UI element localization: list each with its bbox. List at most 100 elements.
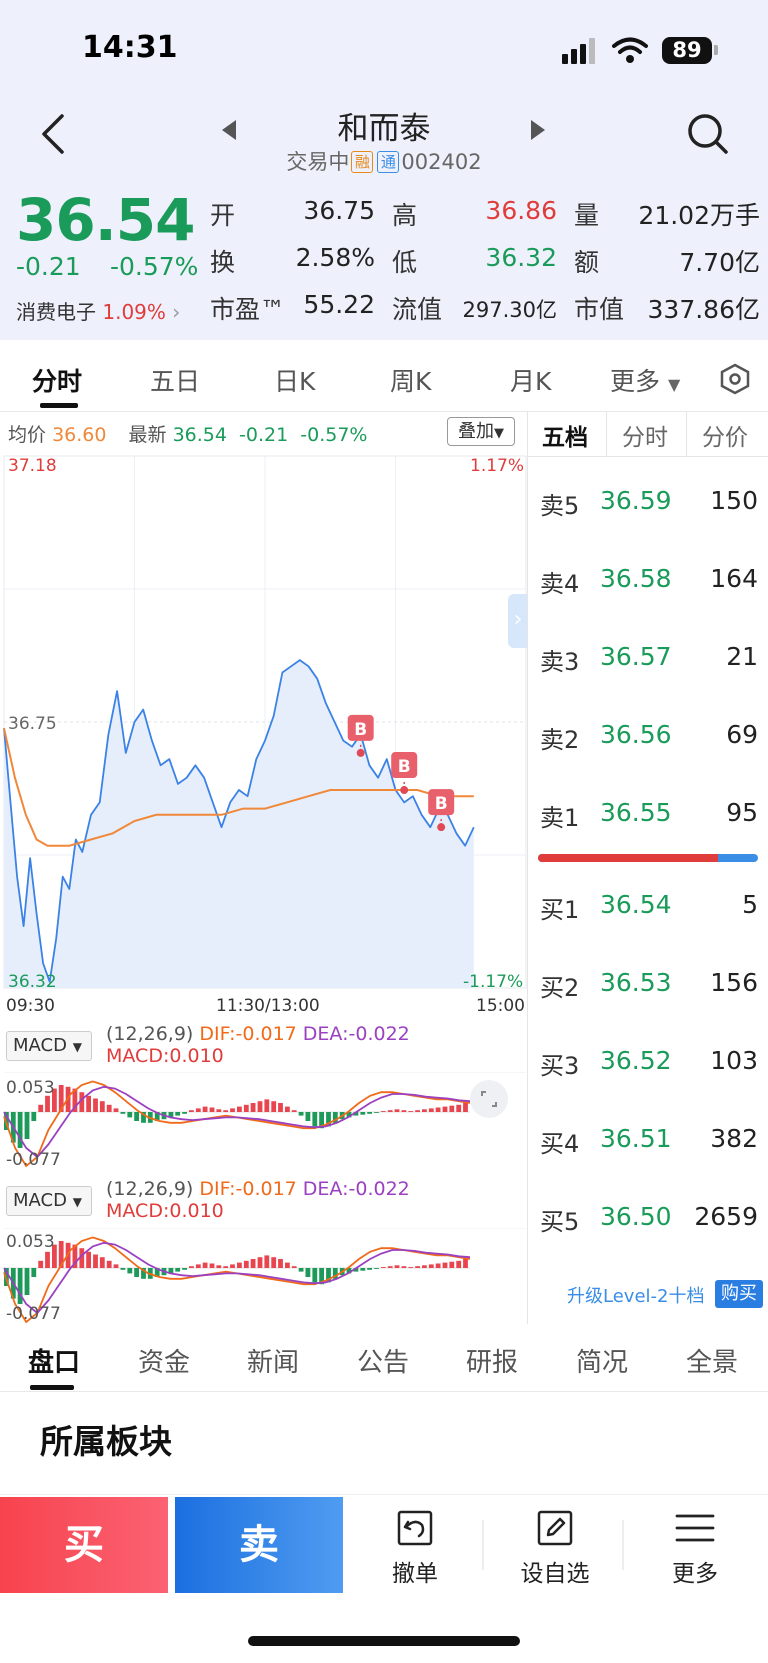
macd-selector-label: MACD <box>13 1190 67 1211</box>
bid-price: 36.50 <box>600 1202 672 1231</box>
battery-cap <box>714 45 718 55</box>
bid-volume: 382 <box>710 1124 758 1153</box>
action-separator <box>622 1520 624 1570</box>
macd-bar <box>38 1260 44 1268</box>
ask-label: 卖1 <box>540 804 580 832</box>
info-tabs <box>0 1336 768 1392</box>
y-axis-mid: 36.75 <box>8 714 57 734</box>
price-line <box>3 659 475 983</box>
panel-divider <box>527 412 528 1324</box>
macd-bar <box>435 1263 441 1268</box>
macd-bar <box>168 1112 174 1118</box>
macd-bar <box>326 1268 331 1283</box>
macd-bar <box>319 1268 324 1285</box>
tab-announcements[interactable]: 公告 <box>357 1348 410 1378</box>
search-icon[interactable] <box>686 112 730 160</box>
quote-field-label: 市值 <box>574 295 625 324</box>
tab-more[interactable]: 更多 ▼ <box>610 362 680 398</box>
macd-bar <box>182 1112 187 1114</box>
stock-subline: 交易中融通 002402 <box>0 146 768 176</box>
bid-volume: 103 <box>710 1046 758 1075</box>
tab-five-day[interactable]: 五日 <box>150 367 201 396</box>
macd-dea: DEA:-0.022 <box>302 1178 410 1200</box>
cancel-order-button[interactable]: 撤单 <box>360 1508 470 1588</box>
macd-bar <box>380 1111 386 1112</box>
tab-research[interactable]: 研报 <box>466 1348 519 1378</box>
sector-link[interactable]: 消费电子 1.09% › <box>16 296 180 325</box>
upgrade-level2-link[interactable]: 升级Level-2十档 <box>567 1286 705 1307</box>
tab-overview[interactable]: 全景 <box>686 1348 739 1378</box>
marker-label: B <box>435 794 448 814</box>
macd-bar <box>127 1268 133 1274</box>
tab-monthly-k[interactable]: 月K <box>510 367 552 396</box>
prev-stock-arrow[interactable] <box>222 120 236 140</box>
latest-change: -0.21 <box>239 424 289 446</box>
back-icon[interactable] <box>38 112 72 156</box>
macd-bar <box>264 1255 270 1268</box>
home-indicator <box>248 1636 520 1646</box>
macd-bar <box>271 1257 277 1268</box>
macd-bar <box>86 1095 91 1112</box>
macd-bar <box>428 1108 434 1112</box>
quote-field-value: 21.02万手 <box>638 201 760 230</box>
macd-selector[interactable]: MACD ▼ <box>6 1186 92 1216</box>
macd-bar <box>291 1266 297 1268</box>
macd-bar <box>332 1112 338 1123</box>
quote-field-label: 流值 <box>392 295 443 324</box>
intraday-chart[interactable]: B B B <box>0 452 528 1012</box>
macd-bar <box>223 1110 229 1112</box>
macd-selector[interactable]: MACD ▼ <box>6 1031 92 1061</box>
x-axis-mid: 11:30/13:00 <box>216 996 320 1016</box>
x-axis-start: 09:30 <box>6 996 55 1016</box>
sell-button[interactable]: 卖 <box>175 1497 343 1593</box>
x-axis-end: 15:00 <box>476 996 525 1016</box>
buy-level2-button[interactable]: 购买 <box>715 1280 763 1308</box>
more-button[interactable]: 更多 <box>640 1508 750 1588</box>
marker-dot <box>356 748 365 757</box>
next-stock-arrow[interactable] <box>531 120 545 140</box>
buy-button[interactable]: 买 <box>0 1497 168 1593</box>
macd-bar <box>305 1268 311 1277</box>
macd-bar <box>237 1262 242 1268</box>
macd-bar <box>99 1257 105 1268</box>
macd-bar <box>31 1112 37 1121</box>
chart-settings-icon[interactable] <box>718 362 752 400</box>
quote-field-label: 低 <box>392 248 418 277</box>
tab-market[interactable]: 盘口 <box>28 1348 81 1378</box>
chart-info: 均价 36.60 最新 36.54 -0.21 -0.57% <box>8 420 367 447</box>
macd-bar <box>52 1244 57 1268</box>
stock-header <box>0 100 768 186</box>
tab-news[interactable]: 新闻 <box>247 1348 300 1378</box>
tab-tick[interactable]: 分时 <box>622 425 668 451</box>
tab-intraday[interactable]: 分时 <box>32 367 83 396</box>
expand-panel-handle[interactable]: › <box>508 594 528 648</box>
tab-weekly-k[interactable]: 周K <box>390 367 432 396</box>
add-watchlist-button[interactable]: 设自选 <box>500 1508 610 1588</box>
macd-bar <box>120 1268 126 1270</box>
tab-funds[interactable]: 资金 <box>138 1348 191 1378</box>
marker-badge <box>347 714 374 741</box>
current-price: 36.54 <box>16 186 195 254</box>
macd-bar <box>189 1110 194 1112</box>
tab-five-levels[interactable]: 五档 <box>542 425 588 451</box>
tab-profile[interactable]: 简况 <box>576 1348 629 1378</box>
dea-line <box>3 1241 471 1315</box>
macd-bar <box>93 1254 98 1268</box>
marker-dot <box>437 823 446 832</box>
overlay-button[interactable]: 叠加▼ <box>447 417 515 446</box>
bid-price: 36.53 <box>600 968 672 997</box>
macd-bar <box>298 1268 304 1272</box>
macd-bar <box>312 1112 318 1127</box>
macd-bar <box>168 1268 174 1274</box>
tab-daily-k[interactable]: 日K <box>274 367 316 396</box>
macd-bar <box>243 1260 249 1268</box>
macd-bar <box>353 1112 359 1116</box>
fullscreen-icon[interactable] <box>470 1080 508 1118</box>
macd-bar <box>216 1109 222 1112</box>
macd-bar <box>24 1268 30 1295</box>
macd-bar <box>285 1106 290 1112</box>
tab-price-dist[interactable]: 分价 <box>702 425 748 451</box>
macd-bar <box>326 1112 331 1127</box>
marker-badge <box>391 752 418 779</box>
macd-info: (12,26,9) DIF:-0.017 DEA:-0.022 <box>106 1023 410 1045</box>
